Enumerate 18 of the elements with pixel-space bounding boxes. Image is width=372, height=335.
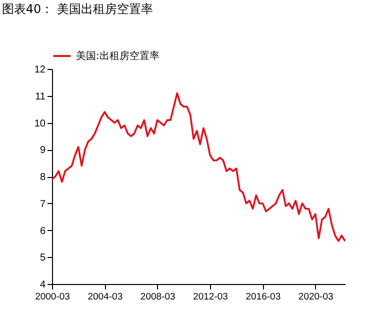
x-tick-label: 2004-03 xyxy=(88,292,123,302)
line-series xyxy=(51,92,346,242)
x-tick-label: 2016-03 xyxy=(246,292,281,302)
y-tick-label: 4 xyxy=(40,280,46,290)
x-tick-label: 2020-03 xyxy=(298,292,334,302)
y-tick-label: 10 xyxy=(34,118,46,130)
x-tick-label: 2012-03 xyxy=(193,292,228,302)
y-tick-label: 9 xyxy=(40,145,46,156)
y-tick-label: 7 xyxy=(40,198,46,210)
y-tick-label: 8 xyxy=(40,172,46,183)
x-tick-label: 2000-03 xyxy=(35,292,70,302)
y-tick-label: 6 xyxy=(40,226,46,237)
y-tick-label: 12 xyxy=(34,64,46,76)
x-tick-label: 2008-03 xyxy=(140,292,176,302)
legend-label: 美国:出租房空置率 xyxy=(76,50,160,62)
chart-title: 图表40： 美国出租房空置率 xyxy=(2,2,153,16)
y-tick-label: 11 xyxy=(35,91,46,102)
y-tick-label: 5 xyxy=(40,252,46,264)
